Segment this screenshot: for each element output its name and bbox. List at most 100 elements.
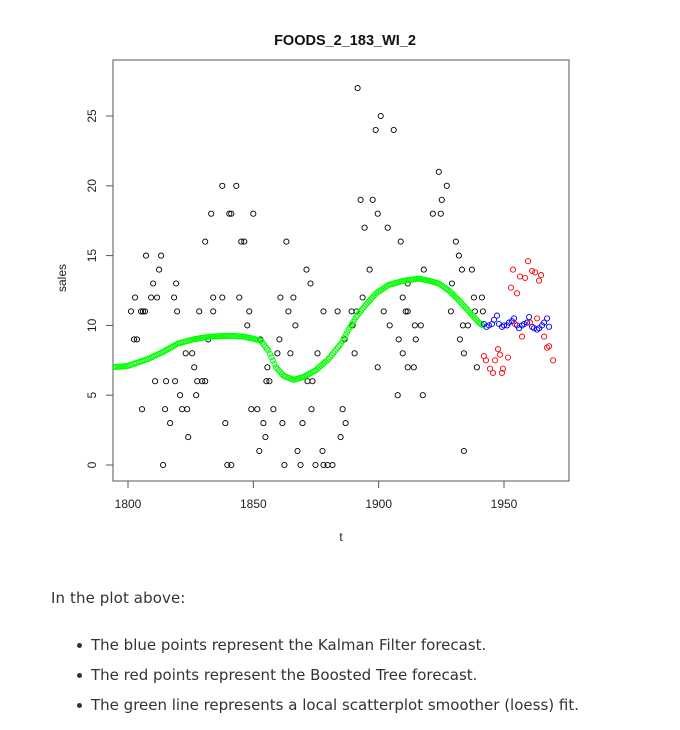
data-point	[309, 378, 316, 385]
x-tick-label: 1800	[115, 497, 142, 511]
data-point	[376, 288, 383, 295]
data-point	[377, 287, 384, 294]
data-point	[386, 322, 393, 329]
data-point	[292, 322, 299, 329]
data-point	[319, 361, 326, 368]
data-point	[241, 238, 248, 245]
data-point	[266, 350, 273, 357]
data-point	[334, 308, 341, 315]
data-point	[374, 289, 381, 296]
data-point	[516, 273, 524, 280]
data-point	[507, 284, 515, 291]
data-point	[320, 461, 327, 469]
y-tick-label: 5	[85, 392, 99, 399]
data-point	[417, 322, 424, 329]
plot-frame	[112, 59, 570, 482]
data-point	[354, 85, 361, 92]
data-point	[274, 350, 281, 357]
data-point	[272, 364, 279, 371]
data-point	[518, 333, 526, 340]
data-point	[308, 406, 315, 413]
data-point	[150, 280, 157, 287]
legend-explanation-list: The blue points represent the Kalman Fil…	[77, 632, 579, 722]
data-point	[473, 364, 480, 371]
data-point	[160, 461, 167, 469]
data-point	[294, 447, 301, 455]
data-point	[437, 210, 444, 217]
data-point	[464, 322, 471, 329]
data-point	[435, 168, 442, 175]
data-point	[374, 210, 381, 217]
data-point	[320, 360, 327, 367]
data-point	[279, 420, 286, 427]
data-point	[402, 308, 409, 315]
data-point	[337, 434, 344, 441]
data-point	[373, 290, 380, 297]
data-point	[479, 308, 486, 315]
data-point	[263, 345, 270, 352]
data-point	[265, 347, 272, 354]
data-point	[479, 322, 486, 329]
data-point	[161, 348, 168, 355]
data-point	[509, 266, 517, 273]
data-point	[256, 447, 263, 455]
data-point	[274, 365, 281, 373]
data-point	[131, 294, 139, 301]
data-point	[312, 367, 320, 374]
data-point	[366, 266, 373, 273]
data-point	[191, 364, 198, 371]
x-tick-label: 1950	[491, 497, 518, 511]
data-point	[330, 350, 337, 357]
data-point	[127, 308, 135, 315]
data-point	[271, 360, 278, 367]
data-point	[202, 378, 209, 385]
data-point	[397, 238, 404, 245]
data-point	[277, 294, 284, 301]
data-point	[270, 406, 277, 413]
data-point	[490, 316, 498, 323]
data-point	[283, 238, 290, 245]
data-point	[309, 368, 316, 375]
data-point	[384, 224, 391, 231]
data-point	[359, 294, 366, 301]
data-point	[263, 378, 270, 385]
observed-sales-series	[127, 85, 486, 469]
data-point	[351, 350, 358, 357]
data-point	[478, 321, 485, 328]
data-point	[316, 364, 323, 371]
data-point	[238, 238, 245, 245]
data-point	[457, 298, 464, 305]
data-point	[532, 269, 539, 276]
data-point	[142, 252, 150, 259]
data-point	[404, 308, 411, 315]
data-point	[210, 294, 217, 301]
data-point	[550, 357, 557, 364]
data-point	[420, 266, 427, 273]
data-point	[152, 378, 159, 385]
data-point	[219, 294, 226, 301]
bullet-dot-icon	[77, 673, 82, 678]
data-point	[226, 210, 233, 217]
data-point	[485, 322, 493, 329]
data-point	[148, 294, 155, 301]
data-point	[236, 294, 243, 301]
data-point	[228, 210, 235, 217]
x-tick-label: 1850	[240, 497, 267, 511]
bullet-dot-icon	[77, 703, 82, 708]
data-point	[361, 224, 368, 231]
data-point	[276, 336, 283, 343]
x-tick-label: 1900	[365, 497, 392, 511]
data-point	[534, 315, 541, 322]
data-point	[372, 126, 379, 134]
data-point	[262, 434, 269, 441]
bullet-text: The green line represents a local scatte…	[91, 696, 579, 714]
data-point	[329, 461, 336, 469]
chart-title: FOODS_2_183_WI_2	[274, 33, 416, 49]
data-point	[248, 406, 255, 413]
data-point	[411, 322, 418, 329]
data-point	[268, 354, 275, 361]
data-point	[307, 280, 314, 287]
y-tick-label: 10	[85, 318, 99, 332]
data-point	[455, 252, 462, 259]
data-point	[493, 312, 501, 319]
